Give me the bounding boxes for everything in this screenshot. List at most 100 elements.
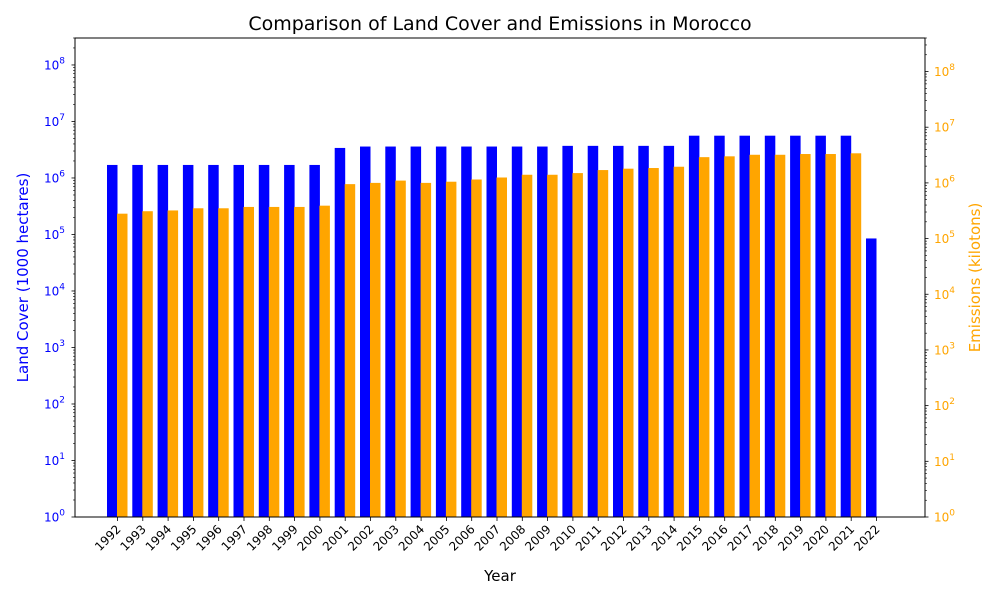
- x-axis-title: Year: [483, 567, 517, 585]
- y-left-tick-label: 102: [44, 395, 65, 411]
- bar-left-2020: [815, 135, 826, 517]
- y-left-tick-label: 108: [44, 56, 65, 72]
- y-right-tick-label: 103: [934, 341, 955, 357]
- bar-right-2016: [724, 156, 735, 517]
- x-tick-label-2014: 2014: [649, 522, 680, 553]
- bar-right-2010: [572, 173, 583, 517]
- x-tick-label-1993: 1993: [117, 522, 148, 553]
- bar-left-2015: [688, 135, 700, 517]
- bar-right-2005: [445, 181, 457, 517]
- bars-layer: [107, 135, 877, 518]
- x-tick-label-1998: 1998: [244, 522, 275, 553]
- chart-title: Comparison of Land Cover and Emissions i…: [248, 13, 751, 35]
- bar-left-1993: [132, 164, 143, 517]
- bar-left-2004: [410, 146, 422, 518]
- x-tick-label-2000: 2000: [295, 522, 326, 553]
- bar-right-2001: [344, 184, 356, 517]
- bar-left-1994: [157, 164, 169, 517]
- bar-right-2012: [623, 168, 634, 517]
- x-tick-label-2010: 2010: [548, 522, 579, 553]
- bar-left-2003: [385, 146, 396, 518]
- x-tick-label-2020: 2020: [801, 522, 832, 553]
- x-tick-label-2011: 2011: [573, 522, 604, 553]
- x-tick-label-2008: 2008: [497, 522, 528, 553]
- y-right-tick-label: 106: [934, 174, 955, 190]
- bar-left-2008: [511, 146, 523, 518]
- x-tick-label-2021: 2021: [826, 522, 857, 553]
- bar-left-2007: [486, 146, 497, 518]
- bar-right-2013: [648, 168, 659, 517]
- x-tick-label-1996: 1996: [193, 522, 224, 553]
- y-right-tick-label: 108: [934, 63, 955, 79]
- x-tick-label-2007: 2007: [472, 522, 503, 553]
- y-right-tick-label: 104: [934, 286, 955, 302]
- bar-left-2011: [587, 145, 599, 518]
- x-tick-label-2019: 2019: [775, 522, 806, 553]
- x-tick-label-2012: 2012: [598, 522, 629, 553]
- bar-left-1995: [182, 164, 194, 517]
- bar-left-2019: [790, 135, 801, 517]
- bar-right-1997: [243, 206, 254, 517]
- y-right-tick-label: 107: [934, 119, 955, 135]
- bar-right-2015: [698, 157, 710, 517]
- bar-left-2009: [537, 146, 548, 518]
- bar-right-2018: [774, 154, 786, 517]
- bar-right-2017: [749, 154, 760, 517]
- bar-right-2006: [471, 179, 482, 517]
- bar-left-2005: [435, 146, 447, 518]
- y-left-tick-label: 101: [44, 452, 65, 468]
- bar-left-2002: [360, 146, 371, 518]
- bar-right-1996: [218, 208, 229, 517]
- y-right-axis-title: Emissions (kilotons): [966, 203, 984, 353]
- y-left-tick-label: 103: [44, 339, 65, 355]
- x-tick-label-1999: 1999: [269, 522, 300, 553]
- bar-right-2004: [420, 182, 432, 517]
- bar-left-2006: [461, 146, 472, 518]
- x-tick-label-2006: 2006: [446, 522, 477, 553]
- bar-right-2008: [521, 174, 533, 517]
- x-tick-label-1997: 1997: [219, 522, 250, 553]
- x-tick-label-1995: 1995: [168, 522, 199, 553]
- bar-left-1997: [233, 164, 244, 517]
- y-right-tick-label: 101: [934, 453, 955, 469]
- bar-right-1998: [268, 206, 280, 517]
- bar-left-2014: [663, 145, 675, 518]
- bar-left-1996: [208, 164, 219, 517]
- x-tick-label-2001: 2001: [320, 522, 351, 553]
- bar-left-2018: [764, 135, 776, 517]
- bar-left-2001: [334, 147, 346, 517]
- bar-left-2022: [866, 238, 877, 517]
- x-tick-label-2005: 2005: [421, 522, 452, 553]
- x-tick-label-2003: 2003: [370, 522, 401, 553]
- bar-left-1998: [258, 164, 270, 517]
- x-tick-label-2013: 2013: [623, 522, 654, 553]
- y-left-tick-label: 107: [44, 113, 65, 129]
- bar-right-1993: [142, 211, 153, 517]
- bar-right-2002: [370, 182, 381, 517]
- bar-right-1994: [167, 210, 179, 517]
- bar-left-2021: [840, 135, 852, 517]
- bar-right-2007: [496, 177, 507, 517]
- bar-right-1999: [294, 206, 305, 517]
- bar-right-2000: [319, 205, 330, 518]
- bar-right-2003: [395, 180, 406, 517]
- x-tick-label-2015: 2015: [674, 522, 705, 553]
- x-tick-label-2002: 2002: [345, 522, 376, 553]
- x-tick-label-2004: 2004: [396, 522, 427, 553]
- bar-left-2016: [714, 135, 725, 517]
- y-right-tick-label: 100: [934, 509, 955, 525]
- y-right-tick-label: 102: [934, 397, 955, 413]
- bar-right-1992: [117, 213, 128, 517]
- bar-left-2010: [562, 145, 573, 518]
- y-left-tick-label: 100: [44, 509, 65, 525]
- x-tick-label-2017: 2017: [725, 522, 756, 553]
- bar-right-2021: [850, 153, 862, 518]
- bar-right-1995: [192, 208, 204, 517]
- y-left-tick-label: 106: [44, 169, 65, 185]
- bar-left-1999: [284, 164, 295, 517]
- y-left-tick-label: 104: [44, 282, 65, 298]
- bar-left-2000: [309, 164, 320, 517]
- bar-right-2014: [673, 166, 685, 518]
